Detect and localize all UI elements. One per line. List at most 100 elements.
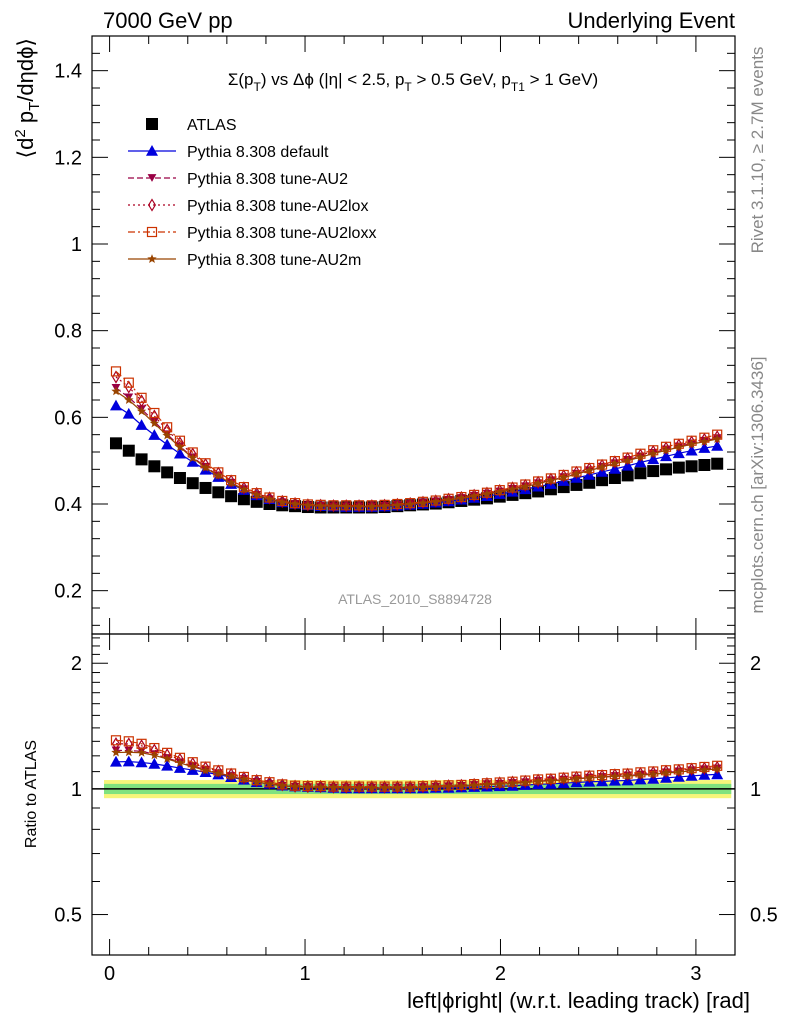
data-point bbox=[571, 469, 582, 479]
mcplots-source-label: mcplots.cern.ch [arXiv:1306.3436] bbox=[748, 356, 767, 613]
data-point bbox=[649, 444, 658, 459]
data-point bbox=[303, 498, 312, 512]
ratio-point bbox=[674, 763, 683, 778]
ratio-point bbox=[392, 783, 403, 792]
ratio-point bbox=[456, 779, 467, 791]
data-point bbox=[239, 484, 249, 494]
data-point bbox=[212, 486, 225, 499]
ratio-point bbox=[636, 766, 645, 781]
data-point bbox=[110, 366, 122, 377]
ratio-point bbox=[200, 765, 211, 775]
data-point bbox=[135, 419, 148, 430]
data-point bbox=[712, 434, 722, 443]
ratio-point bbox=[585, 769, 594, 784]
ratio-point bbox=[354, 783, 364, 792]
series-1 bbox=[109, 399, 724, 512]
data-point bbox=[443, 493, 454, 504]
data-point bbox=[353, 500, 365, 511]
ratio-point bbox=[584, 770, 595, 781]
ratio-point bbox=[379, 783, 390, 792]
ratio-point bbox=[521, 774, 530, 789]
ratio-point bbox=[686, 765, 697, 775]
data-point bbox=[711, 439, 724, 451]
data-point bbox=[622, 455, 633, 465]
ratio-point bbox=[188, 761, 198, 771]
ratio-point bbox=[290, 781, 300, 791]
data-point bbox=[520, 479, 531, 490]
ratio-point bbox=[367, 783, 377, 792]
legend-entry: Pythia 8.308 tune-AU2lox bbox=[128, 198, 368, 215]
ratio-point bbox=[495, 779, 505, 789]
data-point bbox=[596, 474, 609, 487]
ratio-point bbox=[418, 779, 427, 794]
y-tick-label: 0.8 bbox=[54, 321, 82, 343]
data-point bbox=[199, 481, 212, 494]
ratio-point bbox=[366, 781, 377, 792]
ratio-point bbox=[700, 761, 709, 775]
ratio-point bbox=[687, 762, 696, 776]
ratio-point bbox=[572, 770, 581, 785]
ratio-point bbox=[482, 779, 492, 789]
data-point bbox=[405, 499, 415, 509]
legend-entry: ATLAS bbox=[146, 117, 237, 134]
data-point bbox=[533, 478, 543, 488]
ratio-point bbox=[456, 781, 467, 791]
ratio-point bbox=[662, 764, 671, 778]
y-tick-label: 1.4 bbox=[54, 61, 82, 83]
data-point bbox=[621, 469, 634, 482]
ratio-point bbox=[507, 776, 518, 787]
y-tick-label: 1.2 bbox=[54, 147, 82, 169]
data-point bbox=[278, 494, 287, 509]
data-point bbox=[173, 472, 186, 484]
ratio-point bbox=[122, 755, 135, 767]
data-point bbox=[698, 442, 711, 453]
ratio-point bbox=[622, 771, 633, 781]
ratio-point bbox=[316, 779, 325, 794]
data-point bbox=[533, 476, 544, 487]
ratio-point bbox=[520, 777, 530, 787]
data-point bbox=[315, 501, 326, 511]
data-point bbox=[610, 458, 620, 468]
ratio-point bbox=[558, 772, 569, 783]
main-series-layer bbox=[109, 366, 724, 514]
ratio-point bbox=[443, 780, 454, 791]
data-point bbox=[315, 499, 326, 510]
ratio-point bbox=[392, 781, 403, 792]
legend-label: Pythia 8.308 tune-AU2lox bbox=[187, 198, 368, 215]
ratio-point bbox=[533, 774, 544, 785]
data-point bbox=[367, 499, 376, 513]
ratio-point bbox=[227, 767, 236, 781]
data-point bbox=[418, 498, 428, 508]
data-point bbox=[277, 497, 287, 507]
ratio-y-axis: 0.5 0.5 1 1 2 2 bbox=[54, 637, 778, 927]
header-right: Underlying Event bbox=[567, 8, 735, 33]
data-point bbox=[685, 444, 698, 456]
data-point bbox=[662, 441, 671, 455]
legend-label: Pythia 8.308 tune-AU2 bbox=[187, 171, 348, 188]
data-point bbox=[149, 418, 160, 428]
legend-label: Pythia 8.308 default bbox=[187, 144, 329, 161]
data-point bbox=[443, 495, 454, 505]
data-point bbox=[226, 478, 236, 488]
ratio-point bbox=[252, 773, 261, 788]
ratio-point bbox=[699, 765, 710, 774]
legend-marker bbox=[147, 254, 157, 263]
data-point bbox=[135, 453, 148, 466]
legend-entry: Pythia 8.308 tune-AU2m bbox=[128, 252, 361, 269]
data-point bbox=[265, 491, 274, 505]
data-point bbox=[111, 386, 121, 396]
data-point bbox=[252, 489, 262, 499]
y-tick-label: 1 bbox=[71, 234, 82, 256]
ratio-point bbox=[444, 779, 453, 793]
legend-entry: Pythia 8.308 tune-AU2loxx bbox=[128, 225, 376, 242]
ratio-point bbox=[495, 776, 504, 790]
main-y-axis-label: ⟨d2 pT/dηdϕ⟩ bbox=[12, 38, 43, 158]
data-point bbox=[328, 501, 339, 511]
data-point bbox=[470, 488, 479, 502]
data-point bbox=[148, 429, 161, 440]
data-point bbox=[418, 495, 427, 509]
data-point bbox=[329, 499, 338, 513]
ratio-point bbox=[559, 771, 568, 786]
data-point bbox=[354, 501, 364, 511]
